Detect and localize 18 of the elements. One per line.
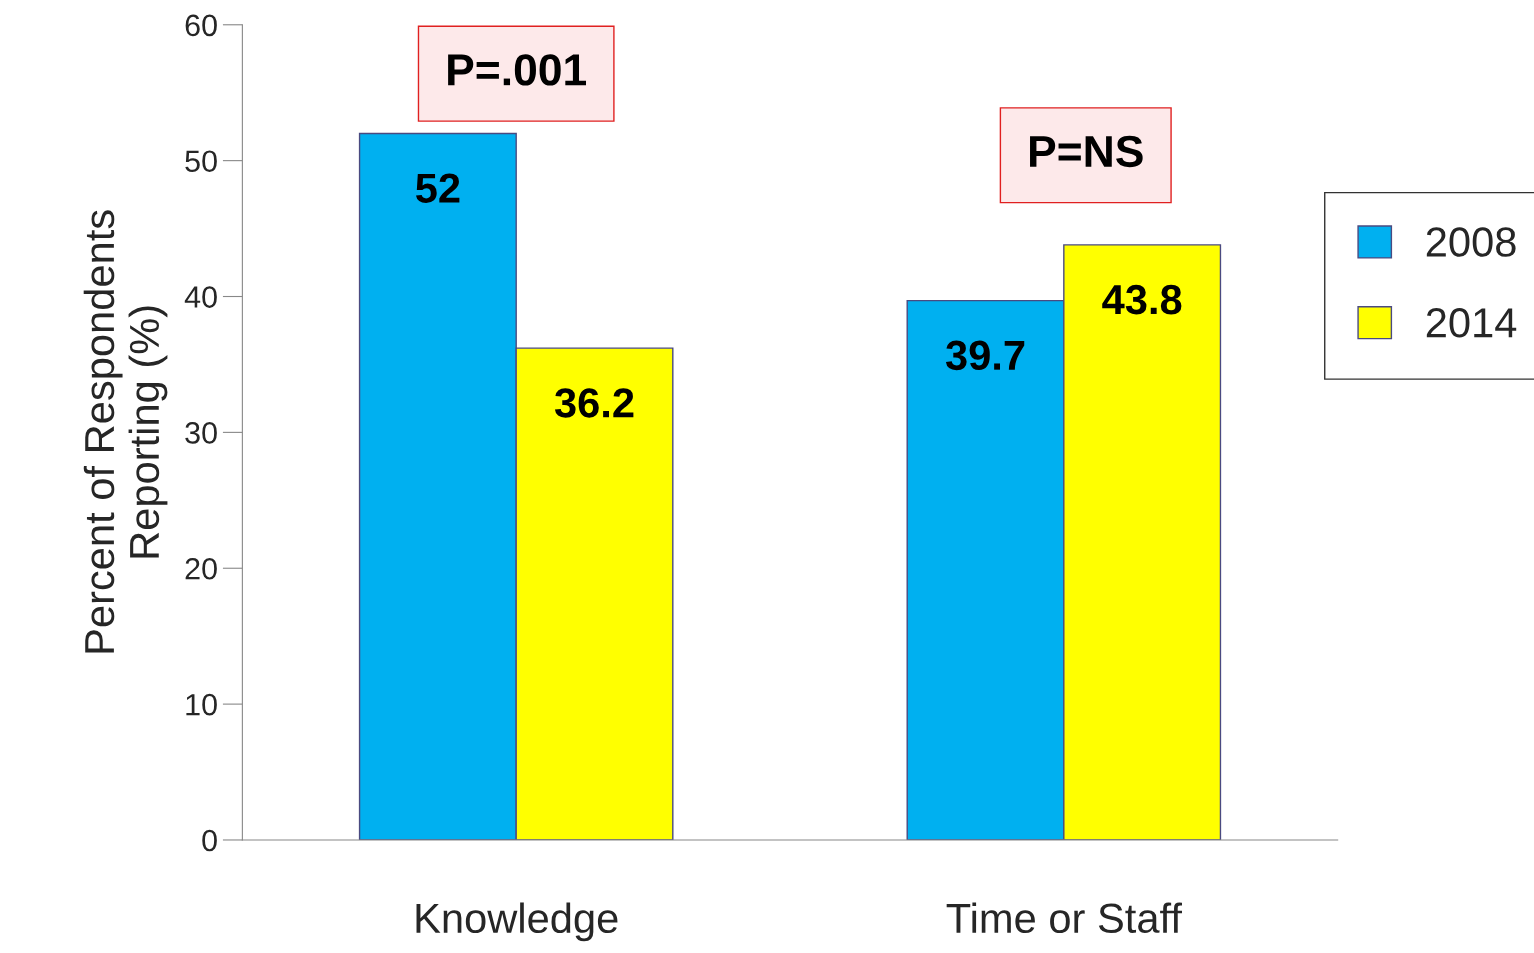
data-label: 36.2 <box>554 388 634 418</box>
y-tick-label: 50 <box>185 150 217 173</box>
legend-label: 2008 <box>1426 227 1516 257</box>
legend-label: 2014 <box>1426 308 1517 338</box>
data-label: 43.8 <box>1102 284 1182 315</box>
y-tick-label: 40 <box>184 286 217 308</box>
y-axis-title: Percent of Respondents Reporting (%) <box>83 210 168 653</box>
data-label: 52 <box>415 173 460 203</box>
y-tick-label: 10 <box>186 693 217 716</box>
annotation: P=.001 <box>448 54 586 86</box>
annotation: P=NS <box>1030 135 1143 168</box>
y-tick-label: 20 <box>185 557 217 580</box>
x-tick-label: Time or Staff <box>946 902 1182 934</box>
y-tick-label: 0 <box>202 829 217 852</box>
data-label: 39.7 <box>945 340 1025 371</box>
y-tick-label: 30 <box>185 422 217 444</box>
y-tick-label: 60 <box>185 14 217 37</box>
x-tick-label: Knowledge <box>416 902 618 942</box>
